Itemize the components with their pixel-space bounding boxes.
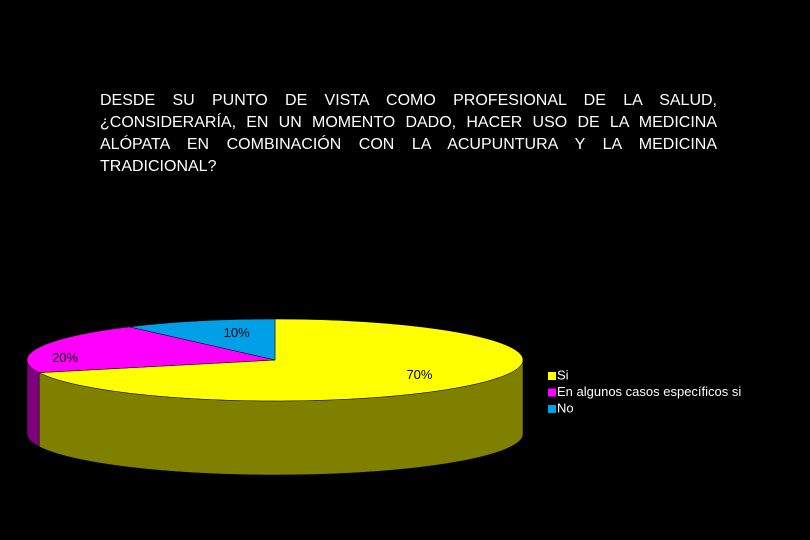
legend-label: No [557, 400, 574, 415]
legend-swatch [548, 405, 556, 413]
legend-label: Si [557, 367, 569, 382]
data-label: 20% [52, 350, 78, 365]
data-label: 10% [224, 325, 250, 340]
chart-title: DESDE SU PUNTO DE VISTA COMO PROFESIONAL… [100, 92, 717, 175]
slice-side [26, 359, 40, 448]
legend-swatch [548, 388, 556, 397]
slice [129, 318, 276, 361]
slice [38, 318, 524, 402]
data-label: 70% [406, 367, 432, 382]
legend-swatch [548, 372, 556, 380]
slice [26, 326, 276, 373]
legend-label: En algunos casos específicos si [557, 384, 741, 399]
